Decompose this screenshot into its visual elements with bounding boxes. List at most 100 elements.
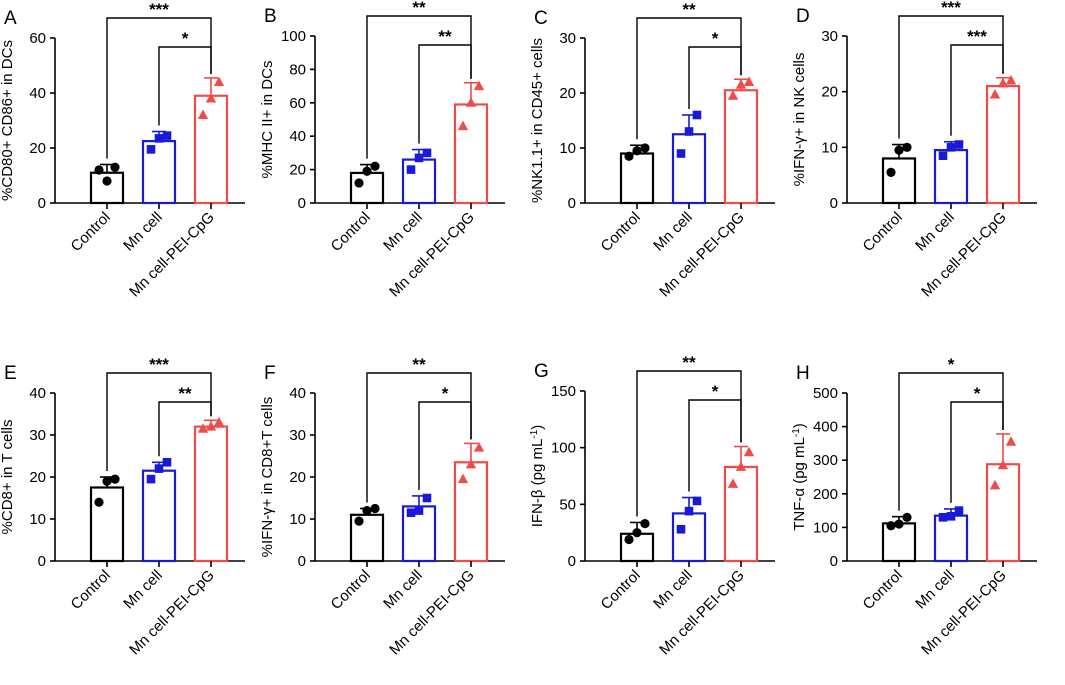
significance-label: **: [682, 353, 696, 372]
category-label: Control: [860, 209, 906, 255]
data-point: [362, 166, 372, 176]
y-tick-label: 0: [298, 195, 306, 212]
y-tick-label: 10: [289, 511, 306, 528]
y-axis-title: %NK1.1+ in CD45+ cells: [529, 38, 546, 203]
data-point: [154, 464, 164, 473]
significance-label: *: [974, 384, 981, 403]
data-point: [414, 506, 424, 515]
category-label: Control: [598, 567, 644, 613]
significance-label: **: [438, 27, 452, 46]
data-point: [465, 458, 477, 469]
data-point: [684, 127, 694, 136]
panel-letter: C: [534, 8, 548, 29]
y-tick-label: 30: [821, 28, 838, 45]
data-point: [354, 516, 364, 526]
y-tick-label: 0: [568, 195, 576, 212]
y-tick-label: 50: [559, 496, 576, 513]
category-label: Control: [68, 567, 114, 613]
y-tick-label: 60: [29, 30, 46, 47]
y-tick-label: 0: [830, 553, 838, 570]
bar-mn-cell: [671, 133, 707, 205]
data-point: [406, 508, 416, 517]
data-point: [197, 423, 209, 433]
panel-letter: D: [796, 6, 810, 27]
y-tick-label: 0: [298, 553, 306, 570]
significance-label: ***: [941, 0, 961, 17]
panel-letter: A: [4, 8, 17, 29]
y-tick-label: 40: [29, 85, 46, 102]
data-point: [894, 145, 904, 155]
y-axis-title: %CD8+ in T cells: [0, 420, 16, 535]
significance-bracket: [950, 401, 1004, 503]
category-label: Control: [598, 209, 644, 255]
data-point: [370, 161, 380, 171]
data-point: [735, 79, 747, 89]
y-tick-label: 30: [289, 427, 306, 444]
bar-control: [89, 486, 125, 563]
data-point: [954, 140, 964, 149]
data-point: [886, 167, 896, 177]
y-axis-title: %IFN-γ+ in NK cells: [791, 53, 808, 187]
bar-mn-cell-pei-cpg: [193, 94, 229, 205]
bar-mn-cell-pei-cpg: [193, 425, 229, 563]
significance-bracket: [106, 17, 212, 159]
significance-bracket: [688, 46, 742, 109]
y-tick-label: 100: [813, 519, 838, 536]
bar-mn-cell: [141, 469, 177, 563]
significance-label: ***: [149, 0, 169, 19]
data-point: [406, 165, 416, 174]
data-point: [894, 519, 904, 529]
y-tick-label: 20: [29, 469, 46, 486]
data-point: [676, 524, 686, 534]
y-tick-label: 400: [813, 419, 838, 436]
data-point: [370, 503, 380, 514]
data-point: [213, 76, 225, 86]
y-tick-label: 0: [38, 553, 46, 570]
data-point: [727, 478, 739, 488]
category-label: Mn cell: [912, 567, 958, 613]
bar-mn-cell-pei-cpg: [723, 89, 759, 205]
panel-c: C 0 10 20 30 %NK1.1+ in CD45+ cells Control Mn …: [529, 0, 775, 300]
bar-mn-cell: [671, 512, 707, 563]
significance-bracket: [106, 372, 212, 471]
y-tick-label: 300: [813, 452, 838, 469]
data-point: [162, 131, 172, 140]
y-tick-label: 0: [38, 195, 46, 212]
significance-label: **: [178, 384, 192, 403]
y-tick-label: 10: [821, 139, 838, 156]
data-point: [989, 479, 1001, 490]
data-point: [162, 458, 172, 467]
category-label: Control: [860, 567, 906, 613]
category-label: Mn cell: [120, 567, 166, 613]
y-axis-title: IFN-β (pg mL-1): [529, 425, 547, 528]
y-tick-label: 20: [289, 469, 306, 486]
category-label: Control: [328, 209, 374, 255]
data-point: [146, 474, 156, 484]
data-point: [110, 162, 120, 172]
data-point: [997, 77, 1009, 88]
data-point: [473, 442, 485, 452]
y-axis-title: TNF-α (pg mL-1): [791, 423, 809, 531]
data-point: [457, 473, 469, 484]
data-point: [989, 88, 1001, 99]
bar-mn-cell-pei-cpg: [723, 465, 759, 563]
y-tick-label: 0: [830, 195, 838, 212]
data-point: [676, 149, 686, 158]
data-point: [938, 151, 948, 160]
data-point: [743, 446, 755, 457]
significance-bracket: [158, 46, 212, 126]
data-point: [1005, 75, 1017, 85]
data-point: [205, 421, 217, 431]
data-point: [197, 109, 209, 119]
data-point: [624, 151, 634, 161]
data-point: [354, 178, 364, 188]
significance-bracket: [158, 401, 212, 457]
y-tick-label: 60: [289, 95, 306, 112]
data-point: [1005, 436, 1017, 446]
data-point: [362, 506, 372, 516]
category-label: Mn cell: [120, 209, 166, 255]
data-point: [743, 76, 755, 86]
significance-label: *: [182, 29, 189, 48]
